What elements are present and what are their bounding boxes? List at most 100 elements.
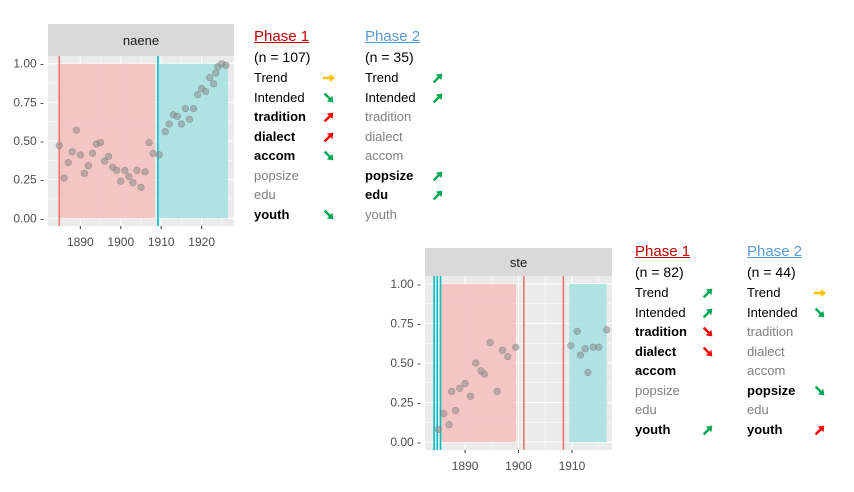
data-point (210, 80, 218, 88)
y-tick-label: 0.00 - (13, 211, 44, 225)
predictor-label: youth (254, 206, 290, 222)
sample-size: (n = 44) (747, 264, 796, 280)
predictor-row: popsize (254, 166, 354, 186)
predictor-row: accom (254, 146, 354, 166)
data-point (101, 157, 109, 165)
sample-size: (n = 35) (365, 49, 414, 65)
data-point (141, 168, 149, 176)
data-point (434, 425, 442, 434)
data-point (445, 421, 453, 429)
data-point (584, 368, 592, 377)
predictor-row: Trend (254, 68, 354, 88)
data-point (206, 74, 214, 82)
data-point (173, 112, 181, 120)
arrow-down-green-icon (323, 92, 334, 102)
arrow-down-green-icon (323, 209, 334, 219)
predictor-label: accom (254, 148, 296, 163)
facet-label: naene (123, 33, 159, 48)
data-point (155, 151, 163, 159)
ste-phase1-column: Phase 1 (n = 82) Trend Intended tradition dia… (635, 242, 735, 439)
predictor-row: edu (747, 400, 847, 420)
arrow-up-green-icon (432, 190, 443, 201)
predictor-row: edu (635, 400, 735, 420)
predictor-label: edu (747, 402, 769, 417)
ste-phase2-column: Phase 2 (n = 44) Trend Intended tradition dia… (747, 242, 847, 439)
facet-strip (48, 24, 234, 56)
data-point (222, 61, 230, 69)
x-tick-label: 1910 (559, 459, 586, 473)
predictor-label: accom (635, 363, 677, 378)
arrow-up-green-icon (432, 73, 443, 84)
predictor-label: Trend (747, 285, 781, 300)
arrow-right-icon (813, 289, 827, 297)
data-point (149, 149, 157, 157)
predictor-label: youth (365, 206, 397, 222)
y-tick-label: 0.50 - (390, 356, 421, 370)
naene-phase1-column: Phase 1 (n = 107) Trend Intended tradition di… (254, 27, 354, 224)
chart-ste: ste 0.00 - 0.25 - 0.50 - 0.75 - 1.00 - 1890 190… (390, 248, 612, 473)
predictor-label: tradition (747, 324, 794, 339)
data-point (113, 166, 121, 174)
predictor-row: dialect (254, 127, 354, 147)
data-point (498, 346, 507, 354)
data-point (145, 138, 153, 147)
y-tick-label: 1.00 - (13, 57, 44, 71)
data-point (573, 327, 581, 335)
predictor-row: Trend (747, 283, 847, 303)
y-tick-label: 0.75 - (13, 95, 44, 109)
y-tick-label: 0.25 - (390, 396, 421, 410)
arrow-up-green-icon (432, 171, 443, 181)
y-tick-label: 0.50 - (13, 134, 44, 148)
data-point (472, 359, 480, 367)
sample-size: (n = 107) (254, 49, 311, 65)
predictor-label: youth (747, 421, 783, 437)
predictor-label: tradition (635, 324, 687, 339)
predictor-row: popsize (747, 381, 847, 401)
arrow-down-green-icon (814, 307, 825, 317)
data-point (129, 179, 137, 187)
data-point (504, 353, 512, 361)
data-point (55, 142, 63, 150)
data-point (486, 338, 494, 347)
x-tick-label: 1890 (452, 459, 479, 473)
predictor-label: tradition (365, 109, 412, 124)
data-point (64, 159, 72, 167)
predictor-row: tradition (635, 322, 735, 342)
phase-header: Phase 2 (747, 243, 803, 260)
predictor-row: dialect (747, 342, 847, 362)
predictor-label: Trend (365, 70, 399, 85)
arrow-down-red-icon (702, 326, 713, 337)
arrow-up-green-icon (702, 308, 713, 318)
data-point (480, 370, 488, 378)
predictor-row: accom (747, 361, 847, 381)
predictor-row: accom (635, 361, 735, 381)
predictor-row: youth (254, 205, 354, 225)
predictor-label: Trend (635, 285, 669, 300)
predictor-row: tradition (254, 107, 354, 127)
data-point (137, 183, 145, 191)
predictor-label: Intended (254, 89, 305, 105)
predictor-row: dialect (635, 342, 735, 362)
data-point (461, 379, 469, 388)
arrow-down-green-icon (323, 150, 334, 161)
arrow-right-icon (322, 74, 336, 82)
x-tick-label: 1890 (67, 235, 94, 249)
predictor-row: dialect (365, 127, 465, 147)
arrow-up-green-icon (702, 288, 713, 299)
data-point (121, 166, 129, 174)
data-point (595, 343, 603, 351)
y-tick-label: 0.00 - (390, 435, 421, 449)
data-point (581, 345, 589, 353)
phase-header: Phase 2 (365, 28, 421, 45)
predictor-label: edu (254, 187, 276, 202)
predictor-label: dialect (254, 128, 296, 144)
predictor-label: Intended (635, 304, 686, 320)
data-point (80, 169, 88, 178)
data-point (567, 341, 575, 350)
data-point (185, 115, 194, 123)
data-point (576, 351, 585, 359)
predictor-row: Trend (635, 283, 735, 303)
x-tick-label: 1920 (188, 235, 215, 249)
predictor-label: tradition (254, 109, 306, 124)
predictor-label: popsize (747, 382, 796, 398)
